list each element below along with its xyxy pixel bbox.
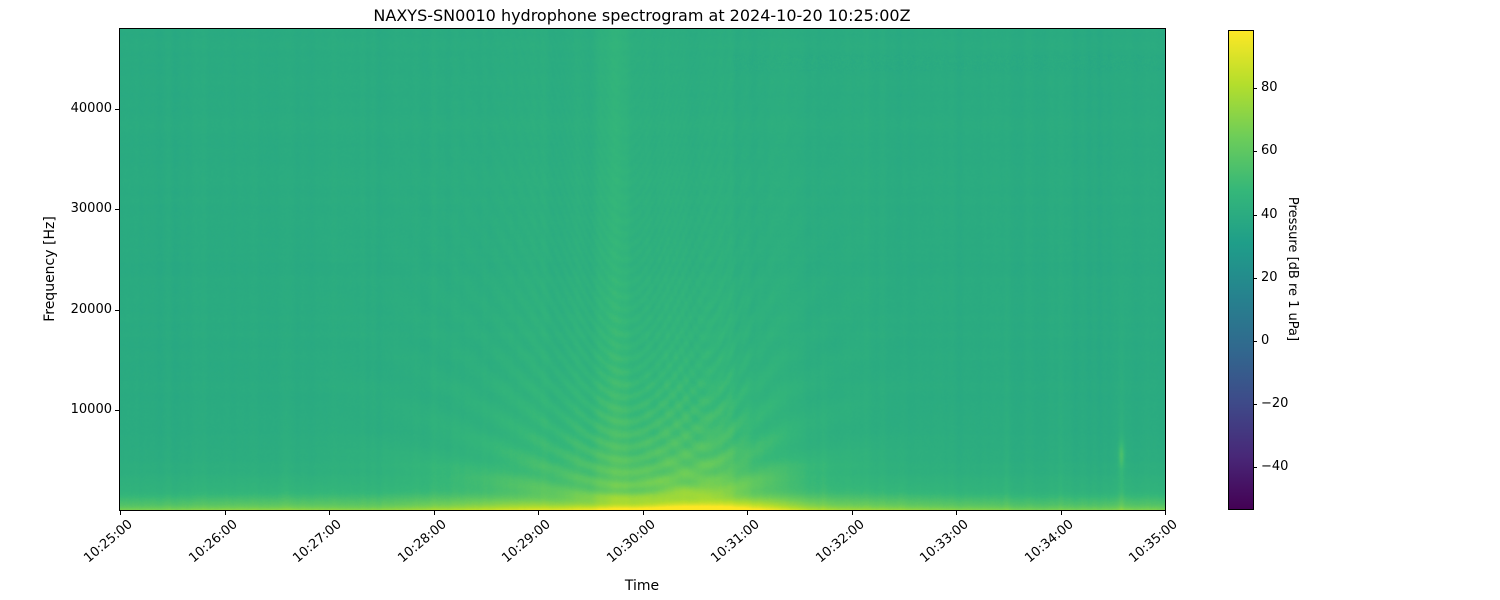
x-tick-mark (956, 511, 957, 515)
colorbar-tick-label: −20 (1261, 395, 1289, 411)
y-tick-mark (115, 209, 119, 211)
colorbar-tick-mark (1253, 214, 1257, 216)
colorbar-label: Pressure [dB re 1 uPa] (1285, 196, 1300, 342)
colorbar-tick-label: 20 (1261, 269, 1278, 285)
colorbar-tick-label: 40 (1261, 206, 1278, 222)
x-tick-mark (642, 511, 644, 515)
colorbar (1228, 30, 1254, 510)
x-tick-mark (851, 511, 853, 515)
y-tick-label: 40000 (70, 101, 112, 117)
x-tick-label: 10:25:00 (81, 517, 136, 567)
colorbar-tick-mark (1253, 466, 1257, 468)
x-tick-mark (120, 511, 121, 515)
x-tick-label: 10:34:00 (1021, 517, 1077, 567)
colorbar-tick-label: 60 (1261, 143, 1278, 159)
colorbar-tick-mark (1253, 88, 1257, 90)
colorbar-tick-label: −40 (1261, 458, 1289, 474)
x-tick-label: 10:30:00 (603, 517, 659, 567)
x-tick-label: 10:33:00 (917, 517, 972, 567)
y-tick-label: 30000 (70, 201, 112, 217)
x-axis-label: Time (624, 578, 660, 594)
x-tick-label: 10:26:00 (185, 517, 241, 567)
chart-title: NAXYS-SN0010 hydrophone spectrogram at 2… (373, 6, 911, 25)
x-tick-label: 10:35:00 (1126, 517, 1181, 567)
x-tick-mark (1165, 511, 1166, 515)
x-tick-label: 10:27:00 (290, 517, 345, 567)
y-tick-label: 10000 (70, 401, 112, 417)
plot-area (120, 29, 1165, 510)
colorbar-tick-mark (1253, 151, 1257, 153)
colorbar-tick-mark (1253, 277, 1257, 279)
colorbar-tick-mark (1253, 403, 1257, 405)
x-tick-label: 10:28:00 (394, 517, 450, 567)
colorbar-tick-label: 0 (1261, 332, 1270, 348)
colorbar-tick-mark (1253, 340, 1257, 342)
x-tick-label: 10:32:00 (812, 517, 868, 567)
y-tick-label: 20000 (70, 301, 112, 317)
y-tick-mark (115, 409, 119, 411)
x-tick-mark (538, 511, 539, 515)
x-tick-mark (747, 511, 748, 515)
x-tick-mark (224, 511, 226, 515)
x-tick-label: 10:29:00 (499, 517, 554, 567)
x-tick-label: 10:31:00 (708, 517, 763, 567)
y-tick-mark (115, 309, 119, 311)
x-tick-mark (1060, 511, 1062, 515)
colorbar-tick-label: 80 (1261, 80, 1278, 96)
x-tick-mark (329, 511, 330, 515)
spectrogram-heatmap (120, 29, 1165, 510)
x-tick-mark (433, 511, 435, 515)
y-tick-mark (115, 109, 119, 111)
